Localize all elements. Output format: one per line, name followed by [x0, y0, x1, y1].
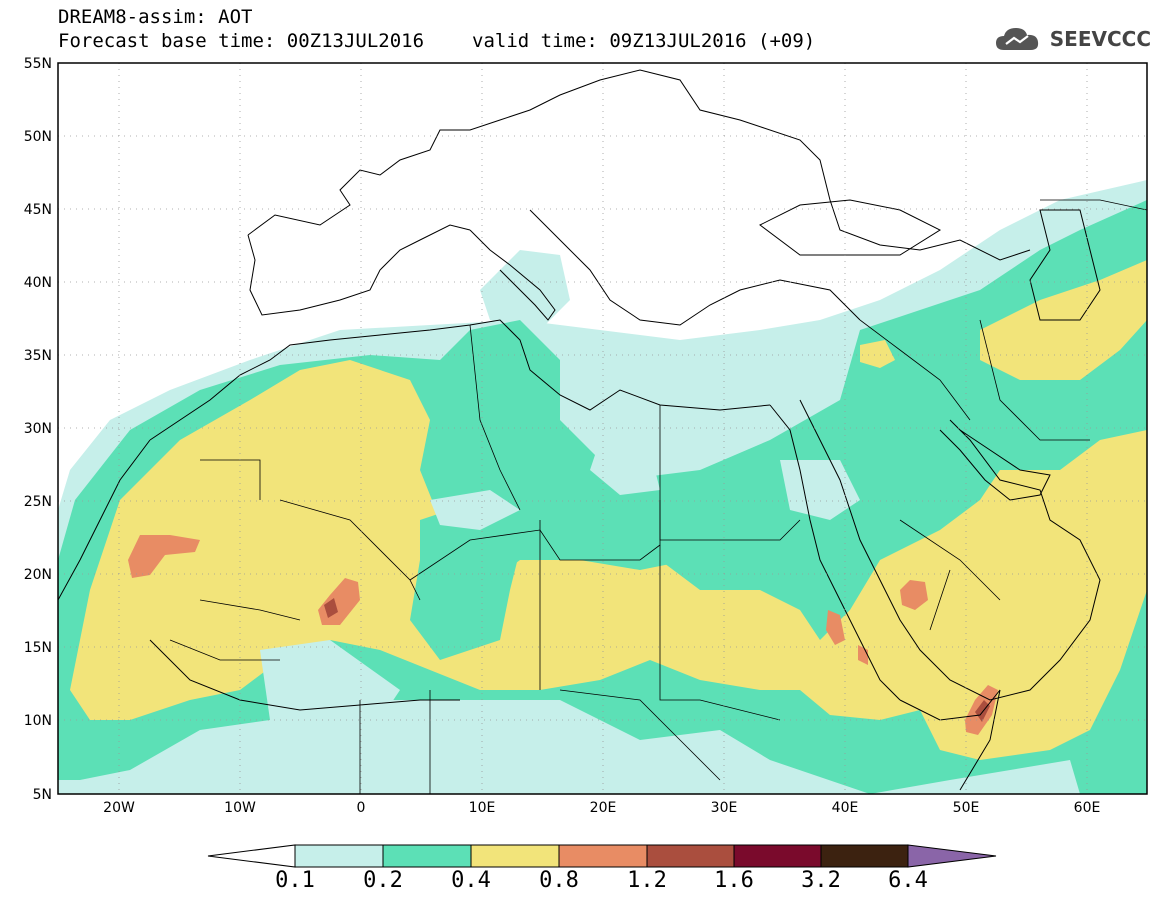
- caspian-coast: [1029, 209, 1101, 321]
- italy-coast: [469, 229, 556, 321]
- colorbar-box: [470, 844, 560, 868]
- lon-label: 10E: [469, 800, 496, 816]
- colorbar-below-arrow: [207, 844, 296, 868]
- colorbar: [207, 844, 997, 868]
- colorbar-box: [646, 844, 735, 868]
- coastlines-borders: [58, 69, 1147, 794]
- lat-label: 35N: [24, 348, 52, 364]
- colorbar-above-arrow: [907, 844, 997, 868]
- country-borders: [169, 199, 1147, 794]
- logo-text: SEEVCCC: [1049, 27, 1151, 51]
- colorbar-box: [558, 844, 648, 868]
- lat-label: 45N: [24, 202, 52, 218]
- cloud-icon: [995, 28, 1038, 50]
- seevccc-logo: SEEVCCC: [994, 24, 1151, 54]
- colorbar-label: 1.6: [714, 868, 754, 893]
- lon-label: 50E: [953, 800, 980, 816]
- colorbar-label: 0.8: [539, 868, 579, 893]
- lat-label: 25N: [24, 494, 52, 510]
- lat-label: 20N: [24, 567, 52, 583]
- persian-gulf-coast: [939, 429, 1051, 501]
- colorbar-box: [382, 844, 472, 868]
- valid-time: valid time: 09Z13JUL2016 (+09): [472, 30, 816, 52]
- balkan-coast: [529, 209, 861, 326]
- lat-label: 15N: [24, 640, 52, 656]
- europe-coast: [247, 69, 1031, 261]
- colorbar-label: 6.4: [888, 868, 928, 893]
- lon-label: 60E: [1074, 800, 1101, 816]
- forecast-base-time: Forecast base time: 00Z13JUL2016: [58, 30, 425, 52]
- lat-label: 10N: [24, 713, 52, 729]
- iberia-coast: [247, 224, 471, 316]
- colorbar-label: 3.2: [801, 868, 841, 893]
- lon-label: 20W: [103, 800, 135, 816]
- aot-band-1-2: [324, 598, 338, 618]
- aot-fields: [58, 180, 1147, 794]
- map-frame: [57, 62, 1148, 795]
- lat-label: 30N: [24, 421, 52, 437]
- colorbar-label: 1.2: [627, 868, 667, 893]
- red-sea-coast: [769, 404, 901, 701]
- lon-label: 10W: [224, 800, 256, 816]
- west-africa-coast: [58, 439, 460, 711]
- lat-label: 40N: [24, 275, 52, 291]
- lat-label: 55N: [24, 56, 52, 72]
- colorbar-label: 0.2: [363, 868, 403, 893]
- colorbar-label: 0.1: [275, 868, 315, 893]
- lat-label: 5N: [33, 787, 52, 803]
- time-info: Forecast base time: 00Z13JUL2016 valid ti…: [58, 30, 815, 52]
- colorbar-box: [294, 844, 384, 868]
- lon-label: 20E: [590, 800, 617, 816]
- lon-label: 40E: [832, 800, 859, 816]
- arabia-coast: [799, 399, 1101, 701]
- colorbar-box: [820, 844, 909, 868]
- lon-label: 30E: [711, 800, 738, 816]
- aot-band-0-8: [128, 535, 200, 578]
- lon-axis: 20W 10W 0 10E 20E 30E 40E 50E 60E: [103, 800, 1100, 816]
- colorbar-box: [733, 844, 822, 868]
- horn-coast: [899, 689, 1001, 791]
- lon-label: 0: [357, 800, 366, 816]
- lat-axis: 55N 50N 45N 40N 35N 30N 25N 20N 15N 10N …: [24, 56, 52, 803]
- colorbar-label: 0.4: [451, 868, 491, 893]
- lat-label: 50N: [24, 129, 52, 145]
- black-sea-coast: [759, 199, 942, 256]
- map-title: DREAM8-assim: AOT: [58, 6, 253, 28]
